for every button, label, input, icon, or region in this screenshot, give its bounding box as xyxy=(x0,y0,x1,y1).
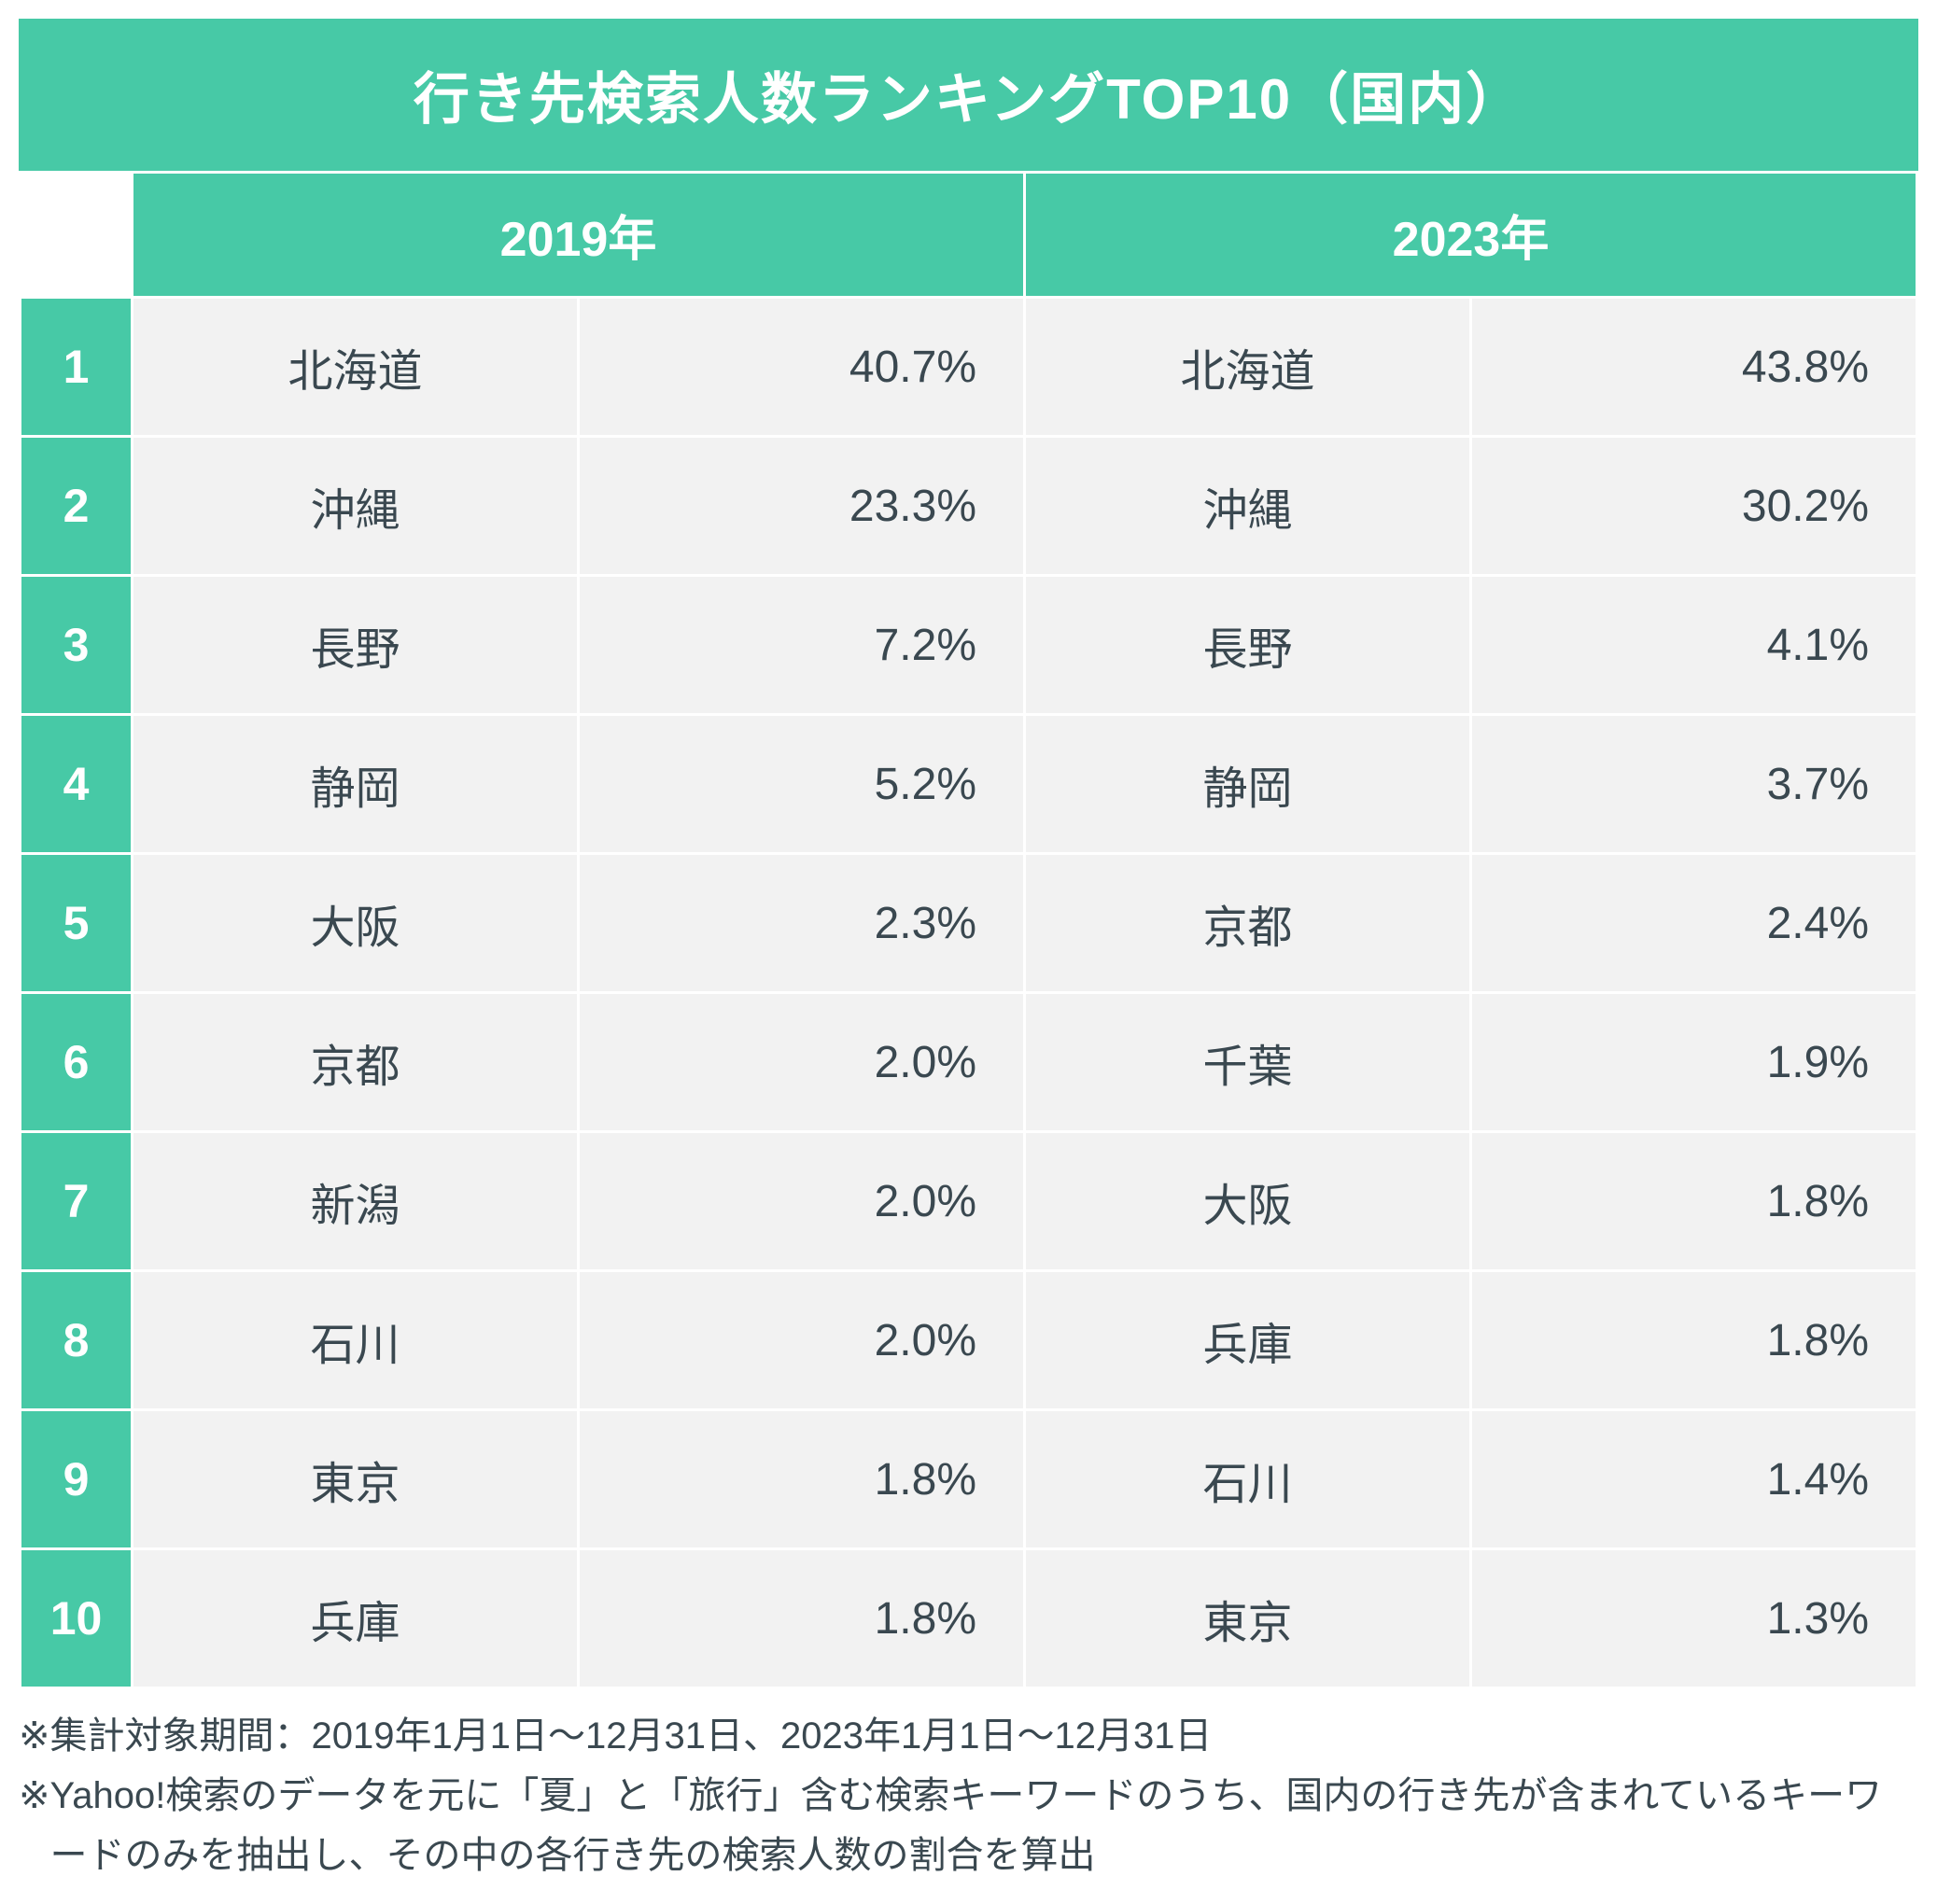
pct-2019: 40.7% xyxy=(579,298,1025,437)
rank-cell: 8 xyxy=(21,1271,133,1410)
place-2019: 新潟 xyxy=(133,1132,579,1271)
place-2019: 静岡 xyxy=(133,715,579,854)
place-2019: 北海道 xyxy=(133,298,579,437)
rank-cell: 6 xyxy=(21,993,133,1132)
pct-2019: 5.2% xyxy=(579,715,1025,854)
pct-2023: 2.4% xyxy=(1471,854,1917,993)
pct-2023: 43.8% xyxy=(1471,298,1917,437)
place-2019: 沖縄 xyxy=(133,437,579,576)
place-2023: 東京 xyxy=(1025,1549,1471,1688)
pct-2023: 3.7% xyxy=(1471,715,1917,854)
pct-2019: 1.8% xyxy=(579,1410,1025,1549)
pct-2023: 4.1% xyxy=(1471,576,1917,715)
footnotes: ※ 集計対象期間：2019年1月1日～12月31日、2023年1月1日～12月3… xyxy=(19,1689,1918,1885)
rank-cell: 1 xyxy=(21,298,133,437)
place-2023: 沖縄 xyxy=(1025,437,1471,576)
table-row: 10兵庫1.8%東京1.3% xyxy=(21,1549,1917,1688)
table-row: 5大阪2.3%京都2.4% xyxy=(21,854,1917,993)
footnote-mark: ※ xyxy=(19,1706,50,1766)
ranking-infographic: 行き先検索人数ランキングTOP10（国内） 2019年 2023年 1北海道40… xyxy=(19,19,1918,1885)
place-2019: 京都 xyxy=(133,993,579,1132)
pct-2019: 1.8% xyxy=(579,1549,1025,1688)
footnote-text: 集計対象期間：2019年1月1日～12月31日、2023年1月1日～12月31日 xyxy=(50,1706,1918,1766)
table-row: 9東京1.8%石川1.4% xyxy=(21,1410,1917,1549)
place-2019: 東京 xyxy=(133,1410,579,1549)
place-2023: 石川 xyxy=(1025,1410,1471,1549)
pct-2023: 1.8% xyxy=(1471,1271,1917,1410)
ranking-table: 2019年 2023年 1北海道40.7%北海道43.8%2沖縄23.3%沖縄3… xyxy=(19,171,1918,1689)
rank-cell: 3 xyxy=(21,576,133,715)
table-title: 行き先検索人数ランキングTOP10（国内） xyxy=(19,19,1918,171)
pct-2023: 1.3% xyxy=(1471,1549,1917,1688)
pct-2023: 1.8% xyxy=(1471,1132,1917,1271)
footnote-line: ※ 集計対象期間：2019年1月1日～12月31日、2023年1月1日～12月3… xyxy=(19,1706,1918,1766)
place-2023: 北海道 xyxy=(1025,298,1471,437)
table-row: 8石川2.0%兵庫1.8% xyxy=(21,1271,1917,1410)
place-2019: 兵庫 xyxy=(133,1549,579,1688)
place-2019: 石川 xyxy=(133,1271,579,1410)
rank-cell: 7 xyxy=(21,1132,133,1271)
rank-cell: 9 xyxy=(21,1410,133,1549)
place-2023: 京都 xyxy=(1025,854,1471,993)
table-row: 3長野7.2%長野4.1% xyxy=(21,576,1917,715)
pct-2023: 1.9% xyxy=(1471,993,1917,1132)
table-row: 1北海道40.7%北海道43.8% xyxy=(21,298,1917,437)
pct-2019: 2.0% xyxy=(579,993,1025,1132)
table-row: 2沖縄23.3%沖縄30.2% xyxy=(21,437,1917,576)
year-header-row: 2019年 2023年 xyxy=(21,173,1917,298)
pct-2023: 1.4% xyxy=(1471,1410,1917,1549)
rank-cell: 2 xyxy=(21,437,133,576)
place-2023: 兵庫 xyxy=(1025,1271,1471,1410)
table-row: 6京都2.0%千葉1.9% xyxy=(21,993,1917,1132)
place-2023: 大阪 xyxy=(1025,1132,1471,1271)
table-row: 4静岡5.2%静岡3.7% xyxy=(21,715,1917,854)
rank-cell: 10 xyxy=(21,1549,133,1688)
pct-2023: 30.2% xyxy=(1471,437,1917,576)
place-2019: 大阪 xyxy=(133,854,579,993)
header-blank xyxy=(21,173,133,298)
header-year-2023: 2023年 xyxy=(1025,173,1917,298)
header-year-2019: 2019年 xyxy=(133,173,1025,298)
place-2019: 長野 xyxy=(133,576,579,715)
pct-2019: 2.0% xyxy=(579,1132,1025,1271)
footnote-text: Yahoo!検索のデータを元に「夏」と「旅行」含む検索キーワードのうち、国内の行… xyxy=(50,1766,1918,1885)
ranking-tbody: 1北海道40.7%北海道43.8%2沖縄23.3%沖縄30.2%3長野7.2%長… xyxy=(21,298,1917,1688)
pct-2019: 2.3% xyxy=(579,854,1025,993)
footnote-mark: ※ xyxy=(19,1766,50,1885)
pct-2019: 23.3% xyxy=(579,437,1025,576)
footnote-line: ※ Yahoo!検索のデータを元に「夏」と「旅行」含む検索キーワードのうち、国内… xyxy=(19,1766,1918,1885)
pct-2019: 2.0% xyxy=(579,1271,1025,1410)
table-row: 7新潟2.0%大阪1.8% xyxy=(21,1132,1917,1271)
pct-2019: 7.2% xyxy=(579,576,1025,715)
place-2023: 長野 xyxy=(1025,576,1471,715)
rank-cell: 4 xyxy=(21,715,133,854)
place-2023: 静岡 xyxy=(1025,715,1471,854)
rank-cell: 5 xyxy=(21,854,133,993)
place-2023: 千葉 xyxy=(1025,993,1471,1132)
